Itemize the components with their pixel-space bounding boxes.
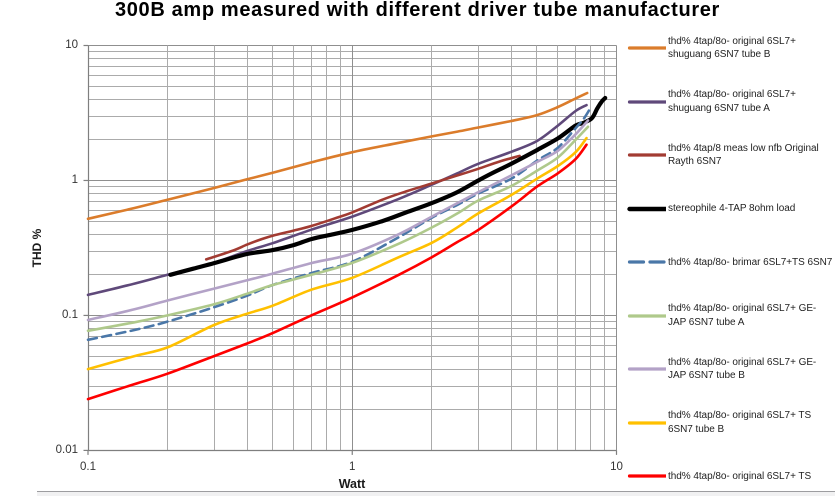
y-tick-label: 0.1 (62, 308, 78, 321)
legend-label-line: JAP 6SN7 tube B (668, 370, 745, 382)
legend-swatch-svg (627, 314, 666, 318)
series-line-6 (86, 119, 590, 322)
legend-item: stereophile 4-TAP 8ohm load (622, 182, 835, 236)
legend-item-label: thd% 4tap/8o- original 6SL7+ TS (668, 470, 811, 484)
legend-item: thd% 4tap/8o- original 6SL7+ GE- JAP 6SN7… (622, 343, 835, 397)
legend-label-line: thd% 4tap/8o- original 6SL7+ (668, 89, 796, 101)
series-line-0 (86, 91, 589, 221)
legend-swatch-line (622, 311, 666, 321)
legend-label-line: thd% 4tap/8 meas low nfb Original (668, 142, 819, 154)
legend-swatch-svg (627, 260, 666, 264)
bottom-divider-line (37, 491, 835, 492)
legend-label-line: thd% 4tap/8o- original 6SL7+ (668, 35, 796, 47)
x-tick-label: 0.1 (80, 461, 96, 473)
legend-swatch-line (622, 43, 666, 53)
legend-label-line: JAP 6SN7 tube A (668, 316, 745, 328)
legend-swatch-svg (627, 153, 666, 157)
legend-swatch-svg (627, 46, 666, 50)
legend-swatch-line (622, 257, 666, 267)
legend-item-label: thd% 4tap/8o- brimar 6SL7+TS 6SN7 (668, 256, 832, 270)
legend-swatch-svg (627, 474, 666, 479)
legend-item-label: thd% 4tap/8o- original 6SL7+ shuguang 6SN… (668, 35, 796, 62)
series-line-7 (86, 136, 588, 371)
legend-label-line: 6SN7 tube B (668, 423, 725, 435)
legend: thd% 4tap/8o- original 6SL7+ shuguang 6SN… (622, 0, 835, 491)
legend-item-label: thd% 4tap/8o- original 6SL7+ shuguang 6SN… (668, 88, 796, 115)
x-tick-label: 1 (349, 461, 356, 473)
y-tick-label: 1 (71, 173, 78, 186)
legend-label-line: shuguang 6SN7 tube A (668, 102, 770, 114)
x-axis-title: Watt (338, 477, 366, 491)
legend-label-line: thd% 4tap/8o- original 6SL7+ TS (668, 410, 812, 422)
legend-swatch-line (622, 418, 666, 428)
legend-item-label: thd% 4tap/8o- original 6SL7+ GE- JAP 6SN7… (668, 302, 816, 329)
series-line-5 (86, 125, 590, 333)
legend-swatch-line (622, 364, 666, 374)
legend-swatch-line (622, 150, 666, 160)
x-tick-label: 10 (610, 461, 623, 473)
legend-label-line: Rayth 6SN7 (668, 156, 722, 168)
legend-item-label: thd% 4tap/8 meas low nfb Original Rayth 6… (668, 142, 819, 169)
legend-item: thd% 4tap/8o- original 6SL7+ TS (622, 450, 835, 491)
y-tick-label: 10 (65, 39, 78, 51)
legend-swatch-line (622, 471, 666, 481)
bottom-strip (37, 492, 835, 496)
series-line-2 (204, 154, 521, 261)
legend-item: thd% 4tap/8o- original 6SL7+ GE- JAP 6SN7… (622, 289, 835, 343)
series-line-4 (86, 108, 591, 342)
legend-label-line: thd% 4tap/8o- original 6SL7+ GE- (668, 356, 817, 368)
legend-label-line: shuguang 6SN7 tube B (668, 49, 771, 61)
legend-label-line: thd% 4tap/8o- original 6SL7+ TS (668, 470, 812, 482)
legend-swatch-line (622, 204, 666, 214)
legend-item-label: stereophile 4-TAP 8ohm load (668, 202, 795, 216)
legend-item: thd% 4tap/8o- brimar 6SL7+TS 6SN7 (622, 236, 835, 290)
legend-item: thd% 4tap/8 meas low nfb Original Rayth 6… (622, 128, 835, 182)
legend-item-label: thd% 4tap/8o- original 6SL7+ GE- JAP 6SN7… (668, 356, 816, 383)
series-line-8 (86, 143, 588, 401)
legend-swatch-svg (627, 421, 666, 425)
legend-swatch-line (622, 97, 666, 107)
legend-label-line: stereophile 4-TAP 8ohm load (668, 202, 796, 214)
legend-item: thd% 4tap/8o- original 6SL7+ shuguang 6SN… (622, 21, 835, 75)
legend-item-label: thd% 4tap/8o- original 6SL7+ TS 6SN7 tube… (668, 409, 811, 436)
legend-item: thd% 4tap/8o- original 6SL7+ shuguang 6SN… (622, 75, 835, 129)
y-axis-title: THD % (29, 228, 44, 268)
legend-swatch-svg (627, 206, 666, 211)
legend-swatch-svg (627, 100, 666, 104)
y-tick-label: 0.01 (55, 443, 78, 456)
legend-label-line: thd% 4tap/8o- brimar 6SL7+TS 6SN7 (668, 256, 833, 268)
chart-title: 300B amp measured with different driver … (115, 0, 720, 21)
legend-label-line: thd% 4tap/8o- original 6SL7+ GE- (668, 303, 817, 315)
legend-swatch-svg (627, 367, 666, 371)
legend-item: thd% 4tap/8o- original 6SL7+ TS 6SN7 tube… (622, 396, 835, 450)
series-line-3 (168, 95, 608, 277)
